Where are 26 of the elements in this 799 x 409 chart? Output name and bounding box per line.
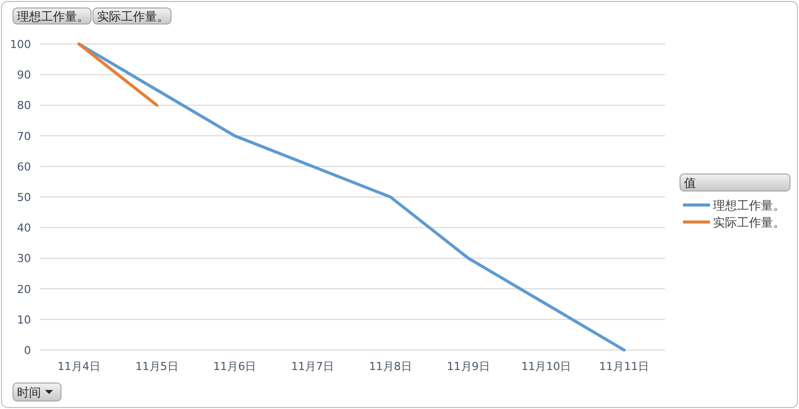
y-tick-label: 100 — [10, 38, 31, 51]
line-series — [77, 42, 626, 352]
y-tick-label: 30 — [17, 252, 31, 266]
y-tick-label: 0 — [24, 344, 31, 357]
x-axis-title: 时间 — [17, 386, 41, 400]
y-tick-label: 40 — [17, 222, 31, 235]
x-tick-label: 11月4日 — [57, 360, 100, 373]
x-tick-label: 11月8日 — [368, 360, 412, 373]
y-tick-label: 20 — [17, 282, 31, 296]
y-tick-label: 60 — [17, 160, 31, 174]
x-tick-label: 11月7日 — [291, 360, 334, 373]
legend-label: 实际工作量。 — [713, 216, 785, 230]
y-tick-label: 90 — [17, 68, 31, 82]
x-tick-label: 11月6日 — [213, 360, 256, 373]
x-tick-label: 11月10日 — [521, 360, 572, 373]
x-tick-label: 11月9日 — [446, 360, 490, 373]
text: 理想工作量。 — [17, 10, 89, 24]
y-tick-label: 50 — [17, 191, 31, 204]
x-tick-label: 11月11日 — [599, 360, 650, 373]
x-tick-label: 11月5日 — [135, 360, 178, 373]
y-tick-label: 70 — [17, 130, 31, 143]
y-tick-label: 80 — [17, 99, 31, 112]
y-tick-label: 10 — [17, 313, 31, 326]
legend-title: 值 — [684, 176, 696, 190]
legend-label: 理想工作量。 — [713, 198, 785, 212]
text: 实际工作量。 — [97, 10, 169, 24]
